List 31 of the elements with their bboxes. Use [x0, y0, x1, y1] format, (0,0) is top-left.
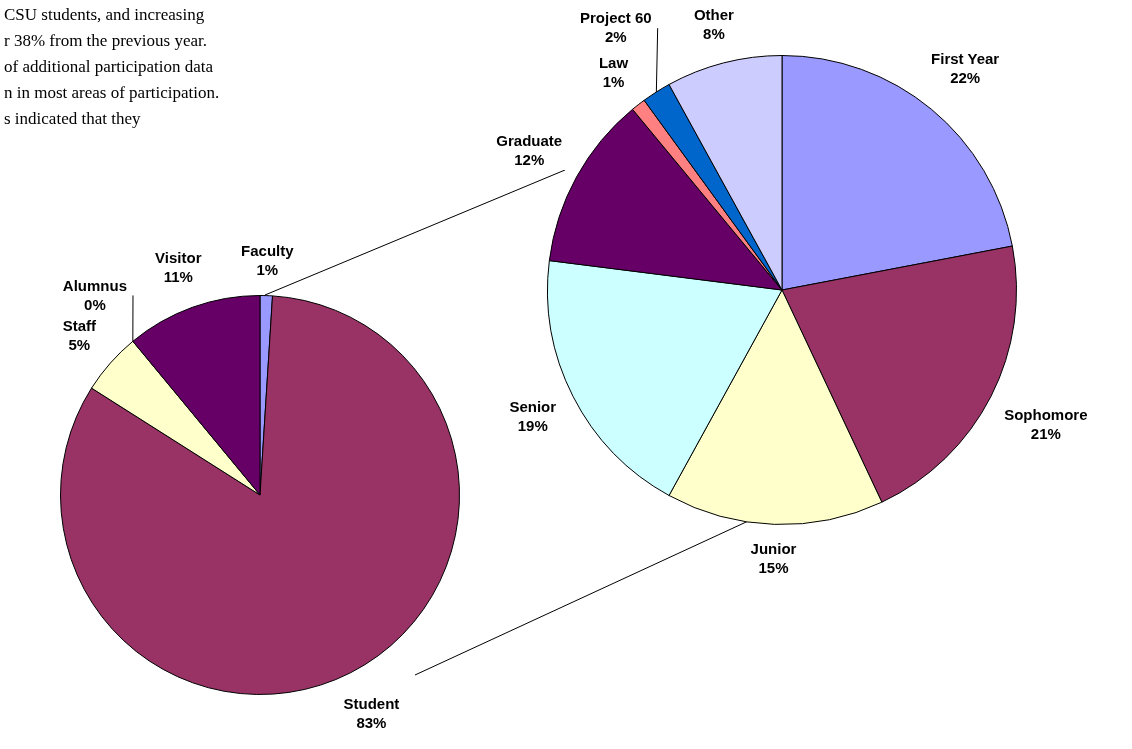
- data-label: 5%: [68, 335, 91, 353]
- data-label: 1%: [256, 260, 279, 278]
- slice-label: Sophomore: [1004, 405, 1088, 423]
- data-label: 21%: [1030, 424, 1061, 442]
- data-label: 83%: [356, 713, 387, 731]
- text: r 38% from the previous year.: [4, 30, 208, 52]
- data-label: 22%: [950, 68, 981, 86]
- slice-label: Visitor: [155, 249, 202, 267]
- data-label: 12%: [514, 151, 545, 169]
- slice-label: Staff: [62, 316, 97, 334]
- data-label: 15%: [758, 559, 789, 577]
- slice-label: Senior: [509, 398, 557, 416]
- slice-label: Junior: [750, 540, 797, 558]
- slice-label: Other: [693, 6, 735, 24]
- slice-label: Law: [598, 53, 629, 71]
- text: of additional participation data: [4, 56, 215, 78]
- slice-label: Graduate: [496, 132, 563, 150]
- data-label: 19%: [517, 417, 548, 435]
- slice-label: Faculty: [241, 241, 295, 259]
- text: 0%: [84, 295, 106, 313]
- text: n in most areas of participation.: [4, 82, 220, 104]
- data-label: 8%: [703, 25, 725, 43]
- category-label: Alumnus: [62, 276, 127, 294]
- slice-label: Student: [343, 694, 400, 712]
- text: CSU students, and increasing: [4, 4, 206, 26]
- slice-label: Project 60: [579, 9, 652, 27]
- text: s indicated that they: [4, 108, 142, 130]
- data-label: 2%: [604, 28, 627, 46]
- slice-label: First Year: [931, 49, 1000, 67]
- data-label: 1%: [602, 72, 625, 90]
- data-label: 11%: [163, 268, 193, 286]
